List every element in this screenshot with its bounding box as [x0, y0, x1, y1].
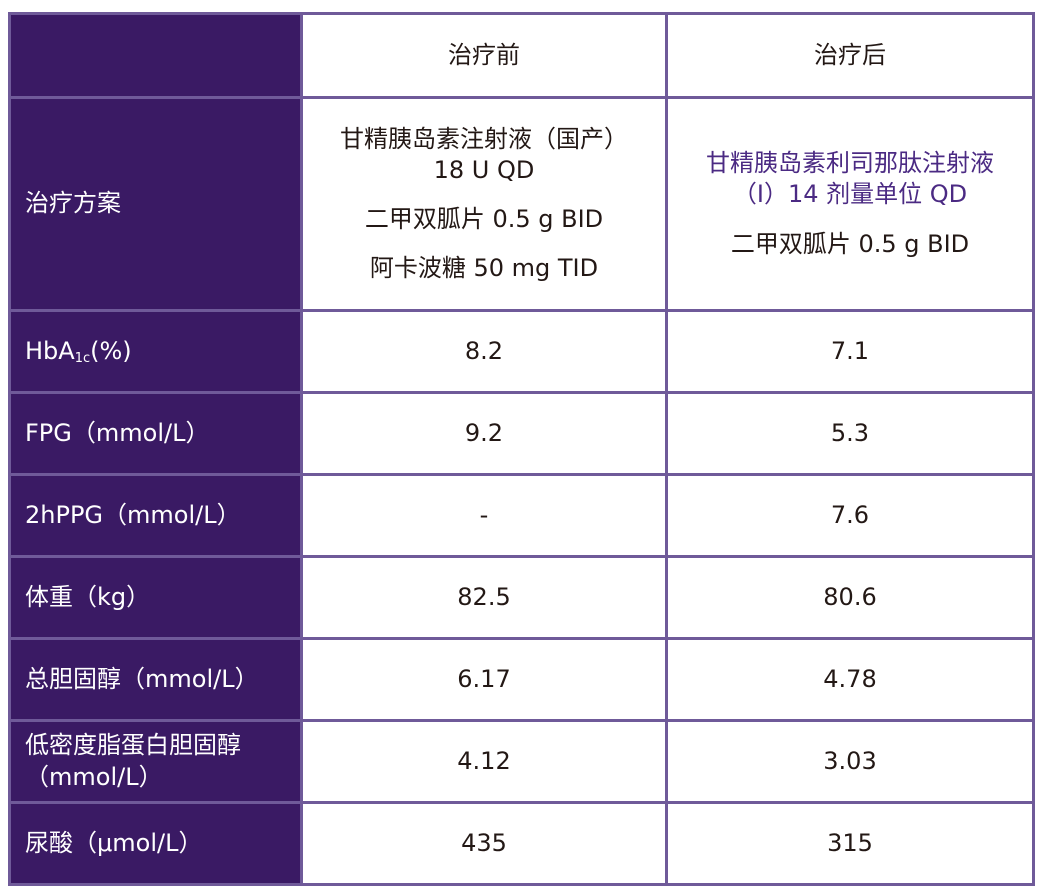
tc-before-value: 6.17 [300, 637, 668, 722]
row-label-uric-acid: 尿酸（μmol/L） [8, 801, 303, 886]
table-row-total-cholesterol: 总胆固醇（mmol/L） 6.17 4.78 [8, 637, 1035, 722]
table-row-hba1c: HbA1c(%) 8.2 7.1 [8, 309, 1035, 394]
row-label-hba1c: HbA1c(%) [8, 309, 303, 394]
regimen-after-line-2: （I）14 剂量单位 QD [732, 180, 968, 209]
regimen-before-line-4: 阿卡波糖 50 mg TID [369, 254, 599, 283]
regimen-before-line-1: 甘精胰岛素注射液（国产） [340, 124, 628, 153]
row-label-total-cholesterol: 总胆固醇（mmol/L） [8, 637, 303, 722]
regimen-after-spacer [674, 211, 1026, 229]
fpg-after-value: 5.3 [665, 391, 1035, 476]
hba1c-label-sub: 1c [74, 350, 91, 366]
ldl-before-value: 4.12 [300, 719, 668, 804]
table-row-2hppg: 2hPPG（mmol/L） - 7.6 [8, 473, 1035, 558]
treatment-comparison-table: 治疗前 治疗后 治疗方案 甘精胰岛素注射液（国产） 18 U QD 二甲双胍片 … [8, 12, 1035, 886]
row-label-weight: 体重（kg） [8, 555, 303, 640]
ldl-label-line-1: 低密度脂蛋白胆固醇 [25, 731, 241, 760]
header-corner-cell [8, 12, 303, 99]
hba1c-after-value: 7.1 [665, 309, 1035, 394]
regimen-before-spacer [309, 186, 659, 204]
regimen-before-cell: 甘精胰岛素注射液（国产） 18 U QD 二甲双胍片 0.5 g BID 阿卡波… [300, 96, 668, 312]
hba1c-label-tail: (%) [90, 336, 132, 365]
ua-after-value: 315 [665, 801, 1035, 886]
regimen-before-spacer-2 [309, 235, 659, 253]
ldl-label-line-2: （mmol/L） [25, 762, 163, 791]
header-before: 治疗前 [300, 12, 668, 99]
hba1c-label-main: HbA [25, 336, 75, 365]
table-row-weight: 体重（kg） 82.5 80.6 [8, 555, 1035, 640]
ldl-after-value: 3.03 [665, 719, 1035, 804]
header-row: 治疗前 治疗后 [8, 12, 1035, 99]
2hppg-after-value: 7.6 [665, 473, 1035, 558]
table-row-ldl-cholesterol: 低密度脂蛋白胆固醇 （mmol/L） 4.12 3.03 [8, 719, 1035, 804]
table-row-fpg: FPG（mmol/L） 9.2 5.3 [8, 391, 1035, 476]
regimen-after-line-3: 二甲双胍片 0.5 g BID [730, 229, 970, 258]
weight-after-value: 80.6 [665, 555, 1035, 640]
table-row-uric-acid: 尿酸（μmol/L） 435 315 [8, 801, 1035, 886]
row-label-fpg: FPG（mmol/L） [8, 391, 303, 476]
ua-before-value: 435 [300, 801, 668, 886]
2hppg-before-value: - [300, 473, 668, 558]
regimen-before-line-2: 18 U QD [433, 155, 535, 184]
row-label-2hppg: 2hPPG（mmol/L） [8, 473, 303, 558]
fpg-before-value: 9.2 [300, 391, 668, 476]
regimen-before-line-3: 二甲双胍片 0.5 g BID [364, 205, 604, 233]
row-label-ldl-cholesterol: 低密度脂蛋白胆固醇 （mmol/L） [8, 719, 303, 804]
hba1c-before-value: 8.2 [300, 309, 668, 394]
regimen-after-line-1: 甘精胰岛素利司那肽注射液 [706, 149, 994, 178]
table-row-regimen: 治疗方案 甘精胰岛素注射液（国产） 18 U QD 二甲双胍片 0.5 g BI… [8, 96, 1035, 312]
header-after: 治疗后 [665, 12, 1035, 99]
row-label-regimen: 治疗方案 [8, 96, 303, 312]
weight-before-value: 82.5 [300, 555, 668, 640]
tc-after-value: 4.78 [665, 637, 1035, 722]
regimen-after-cell: 甘精胰岛素利司那肽注射液 （I）14 剂量单位 QD 二甲双胍片 0.5 g B… [665, 96, 1035, 312]
comparison-table-wrapper: 治疗前 治疗后 治疗方案 甘精胰岛素注射液（国产） 18 U QD 二甲双胍片 … [8, 12, 1035, 886]
